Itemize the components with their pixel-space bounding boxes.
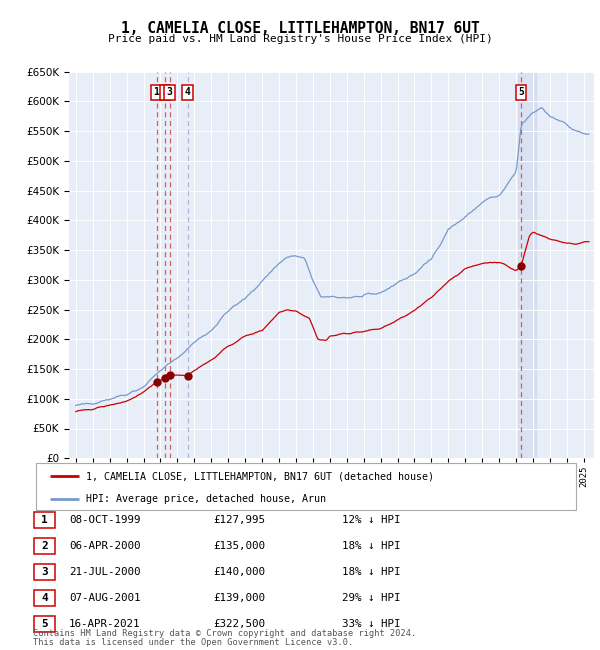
Text: 12% ↓ HPI: 12% ↓ HPI xyxy=(342,515,401,525)
Text: £135,000: £135,000 xyxy=(213,541,265,551)
Text: 18% ↓ HPI: 18% ↓ HPI xyxy=(342,541,401,551)
Bar xyxy=(518,72,536,458)
Text: 1: 1 xyxy=(154,87,160,98)
FancyBboxPatch shape xyxy=(34,616,55,632)
Text: 2: 2 xyxy=(41,541,48,551)
Text: 2: 2 xyxy=(162,87,168,98)
Text: Price paid vs. HM Land Registry's House Price Index (HPI): Price paid vs. HM Land Registry's House … xyxy=(107,34,493,44)
Text: HPI: Average price, detached house, Arun: HPI: Average price, detached house, Arun xyxy=(86,493,326,504)
Text: 1, CAMELIA CLOSE, LITTLEHAMPTON, BN17 6UT: 1, CAMELIA CLOSE, LITTLEHAMPTON, BN17 6U… xyxy=(121,21,479,36)
Text: Contains HM Land Registry data © Crown copyright and database right 2024.: Contains HM Land Registry data © Crown c… xyxy=(33,629,416,638)
Text: 1, CAMELIA CLOSE, LITTLEHAMPTON, BN17 6UT (detached house): 1, CAMELIA CLOSE, LITTLEHAMPTON, BN17 6U… xyxy=(86,471,434,481)
Text: £322,500: £322,500 xyxy=(213,619,265,629)
Text: 08-OCT-1999: 08-OCT-1999 xyxy=(69,515,140,525)
FancyBboxPatch shape xyxy=(34,590,55,606)
Text: 21-JUL-2000: 21-JUL-2000 xyxy=(69,567,140,577)
FancyBboxPatch shape xyxy=(36,463,576,510)
Text: £140,000: £140,000 xyxy=(213,567,265,577)
Text: 33% ↓ HPI: 33% ↓ HPI xyxy=(342,619,401,629)
Text: 5: 5 xyxy=(41,619,48,629)
Text: 3: 3 xyxy=(167,87,173,98)
Text: 29% ↓ HPI: 29% ↓ HPI xyxy=(342,593,401,603)
Text: 06-APR-2000: 06-APR-2000 xyxy=(69,541,140,551)
FancyBboxPatch shape xyxy=(34,538,55,554)
Text: 3: 3 xyxy=(41,567,48,577)
FancyBboxPatch shape xyxy=(34,512,55,528)
Text: 1: 1 xyxy=(41,515,48,525)
Text: 07-AUG-2001: 07-AUG-2001 xyxy=(69,593,140,603)
Text: 4: 4 xyxy=(185,87,190,98)
Text: This data is licensed under the Open Government Licence v3.0.: This data is licensed under the Open Gov… xyxy=(33,638,353,647)
Text: 5: 5 xyxy=(518,87,524,98)
Text: 4: 4 xyxy=(41,593,48,603)
Text: 16-APR-2021: 16-APR-2021 xyxy=(69,619,140,629)
Text: £127,995: £127,995 xyxy=(213,515,265,525)
Text: 18% ↓ HPI: 18% ↓ HPI xyxy=(342,567,401,577)
FancyBboxPatch shape xyxy=(34,564,55,580)
Text: £139,000: £139,000 xyxy=(213,593,265,603)
